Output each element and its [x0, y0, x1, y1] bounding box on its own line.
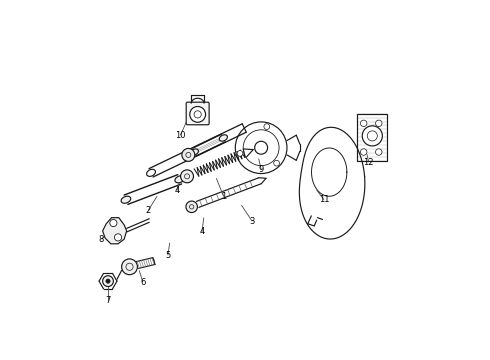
Ellipse shape [190, 149, 198, 155]
Circle shape [264, 124, 270, 130]
Text: 9: 9 [259, 165, 264, 174]
Text: 6: 6 [140, 278, 146, 287]
Circle shape [375, 120, 382, 127]
Circle shape [102, 276, 113, 287]
Text: 10: 10 [175, 131, 186, 140]
Text: 5: 5 [165, 251, 171, 260]
Text: 8: 8 [99, 235, 104, 244]
Ellipse shape [121, 196, 131, 203]
Circle shape [375, 149, 382, 155]
Ellipse shape [220, 135, 227, 141]
Text: 3: 3 [249, 217, 255, 226]
Circle shape [368, 131, 377, 141]
Text: 12: 12 [364, 158, 374, 167]
Circle shape [122, 259, 137, 275]
Ellipse shape [175, 176, 185, 183]
Circle shape [274, 160, 279, 166]
Text: 2: 2 [146, 206, 151, 215]
Polygon shape [102, 218, 126, 244]
Text: 7: 7 [105, 296, 111, 305]
Circle shape [361, 149, 367, 155]
Circle shape [182, 148, 195, 161]
Circle shape [110, 220, 117, 226]
FancyBboxPatch shape [186, 102, 209, 125]
Text: 4: 4 [174, 186, 179, 195]
Circle shape [190, 107, 205, 122]
Circle shape [106, 279, 110, 283]
Text: 1: 1 [221, 192, 226, 201]
Circle shape [237, 150, 243, 156]
Text: 11: 11 [318, 195, 329, 204]
Circle shape [361, 120, 367, 127]
Circle shape [362, 126, 382, 146]
Circle shape [115, 234, 122, 241]
Text: 4: 4 [199, 228, 205, 237]
Circle shape [181, 170, 194, 183]
Circle shape [186, 201, 197, 212]
